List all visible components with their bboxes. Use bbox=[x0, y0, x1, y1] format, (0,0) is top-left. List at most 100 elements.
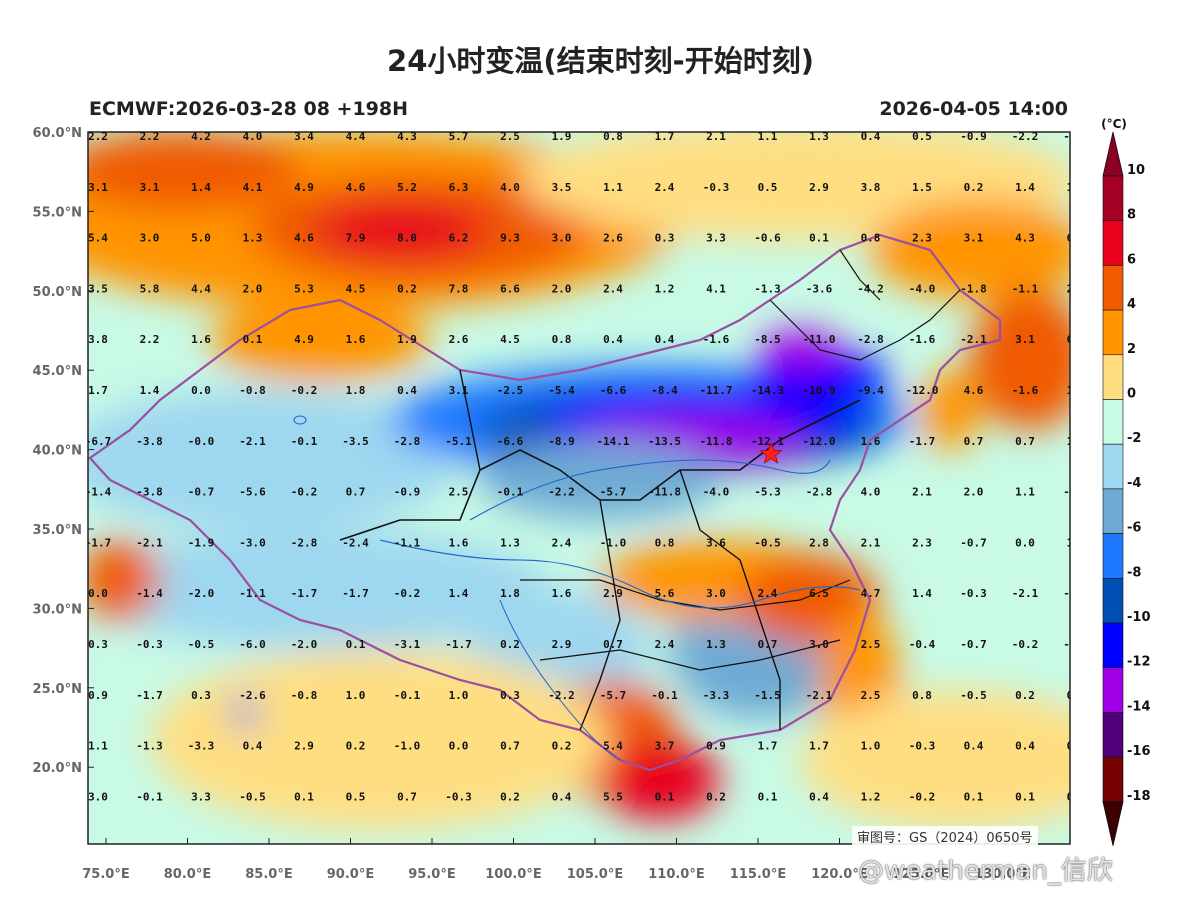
colorbar-top-arrow bbox=[1102, 131, 1124, 177]
grid-value: 4.6 bbox=[294, 232, 314, 245]
grid-value: -1.6 bbox=[1063, 130, 1090, 143]
grid-value: -8.4 bbox=[651, 384, 678, 397]
grid-value: 3.1 bbox=[88, 181, 108, 194]
grid-value: 0.2 bbox=[346, 740, 366, 753]
grid-value: -8.9 bbox=[548, 435, 575, 448]
grid-value: -0.3 bbox=[909, 740, 936, 753]
grid-value: 1.1 bbox=[1067, 181, 1087, 194]
grid-value: -5.3 bbox=[754, 486, 781, 499]
page-title: 24小时变温(结束时刻-开始时刻) bbox=[387, 44, 814, 78]
grid-value: 4.0 bbox=[243, 130, 263, 143]
grid-value: -0.1 bbox=[394, 689, 421, 702]
grid-value: 1.6 bbox=[449, 536, 469, 549]
grid-value: -14.1 bbox=[596, 435, 629, 448]
grid-value: 0.7 bbox=[1015, 435, 1035, 448]
grid-value: -2.8 bbox=[394, 435, 421, 448]
grid-value: 1.7 bbox=[758, 740, 778, 753]
colorbar-segment bbox=[1102, 399, 1124, 445]
grid-value: -12.0 bbox=[905, 384, 938, 397]
grid-value: 2.6 bbox=[449, 333, 469, 346]
grid-value: -0.6 bbox=[754, 232, 781, 245]
grid-value: 3.5 bbox=[88, 282, 108, 295]
lon-label: 115.0°E bbox=[730, 867, 787, 882]
grid-value: 2.4 bbox=[655, 638, 675, 651]
grid-value: 1.2 bbox=[861, 790, 881, 803]
grid-value: 3.3 bbox=[706, 232, 726, 245]
grid-value: 0.1 bbox=[655, 790, 675, 803]
grid-value: 3.1 bbox=[1015, 333, 1035, 346]
grid-value: 2.4 bbox=[603, 282, 623, 295]
grid-value: -2.8 bbox=[806, 486, 833, 499]
grid-value: 1.4 bbox=[191, 181, 211, 194]
grid-value: -0.2 bbox=[1063, 638, 1090, 651]
grid-value: -0.5 bbox=[188, 638, 215, 651]
grid-value: 0.7 bbox=[603, 638, 623, 651]
grid-value: 0.1 bbox=[243, 333, 263, 346]
grid-value: 1.4 bbox=[1067, 384, 1087, 397]
grid-value: 0.2 bbox=[1067, 790, 1087, 803]
grid-value: 5.0 bbox=[191, 232, 211, 245]
grid-value: -1.1 bbox=[239, 587, 266, 600]
grid-value: -0.7 bbox=[188, 486, 215, 499]
grid-value: 3.0 bbox=[706, 587, 726, 600]
grid-value: -6.6 bbox=[600, 384, 627, 397]
grid-value: -11.7 bbox=[699, 384, 732, 397]
grid-value: 1.1 bbox=[758, 130, 778, 143]
grid-value: 1.6 bbox=[346, 333, 366, 346]
grid-value: -5.7 bbox=[600, 689, 627, 702]
grid-value: 0.4 bbox=[243, 740, 263, 753]
lon-label: 130.0°E bbox=[974, 867, 1031, 882]
grid-value: -5.4 bbox=[548, 384, 575, 397]
colorbar-segment bbox=[1102, 309, 1124, 356]
lon-label: 125.0°E bbox=[893, 867, 950, 882]
grid-value: -2.1 bbox=[1012, 587, 1039, 600]
grid-value: -11.8 bbox=[699, 435, 732, 448]
grid-value: 5.5 bbox=[603, 790, 623, 803]
grid-value: -3.3 bbox=[703, 689, 730, 702]
grid-value: -0.3 bbox=[703, 181, 730, 194]
grid-value: 0.8 bbox=[603, 130, 623, 143]
model-run-label: ECMWF:2026-03-28 08 +198H bbox=[89, 98, 409, 120]
grid-value: 1.6 bbox=[191, 333, 211, 346]
grid-value: -0.3 bbox=[960, 587, 987, 600]
grid-value: 3.0 bbox=[552, 232, 572, 245]
grid-value: 1.6 bbox=[552, 587, 572, 600]
grid-value: 0.4 bbox=[809, 790, 829, 803]
grid-value: -2.4 bbox=[342, 536, 369, 549]
grid-value: -6.6 bbox=[497, 435, 524, 448]
grid-value: 1.3 bbox=[809, 130, 829, 143]
grid-value: 2.2 bbox=[140, 333, 160, 346]
grid-value: 0.8 bbox=[861, 232, 881, 245]
grid-value: 0.2 bbox=[500, 638, 520, 651]
lon-label: 105.0°E bbox=[567, 867, 624, 882]
grid-value: 0.4 bbox=[603, 333, 623, 346]
lon-label: 95.0°E bbox=[408, 867, 455, 882]
grid-value: 1.0 bbox=[449, 689, 469, 702]
lat-label: 25.0°N bbox=[33, 682, 82, 697]
grid-value: -0.1 bbox=[651, 689, 678, 702]
grid-value: 7.9 bbox=[346, 232, 366, 245]
grid-value: 4.0 bbox=[861, 486, 881, 499]
grid-value: 2.2 bbox=[88, 130, 108, 143]
grid-value: 0.5 bbox=[346, 790, 366, 803]
grid-value: -1.4 bbox=[85, 486, 112, 499]
colorbar-segment bbox=[1102, 175, 1124, 222]
grid-value: 4.1 bbox=[706, 282, 726, 295]
colorbar: (°C) 10 8 6 4 2 0 -2 -4 -6 -8 -10 -12 -14 -16 -18 bbox=[1101, 117, 1151, 846]
grid-value: -2.1 bbox=[806, 689, 833, 702]
colorbar-segment bbox=[1102, 443, 1124, 490]
grid-value: 3.0 bbox=[140, 232, 160, 245]
grid-value: 1.9 bbox=[552, 130, 572, 143]
grid-value: -12.1 bbox=[751, 435, 784, 448]
grid-value: 1.8 bbox=[346, 384, 366, 397]
grid-value: 2.1 bbox=[1067, 282, 1087, 295]
grid-value: 3.6 bbox=[706, 536, 726, 549]
grid-value: -3.8 bbox=[136, 486, 163, 499]
grid-value: -5.6 bbox=[239, 486, 266, 499]
grid-value: 8.0 bbox=[397, 232, 417, 245]
grid-value: 5.7 bbox=[449, 130, 469, 143]
grid-value: -11.8 bbox=[648, 486, 681, 499]
grid-value: 4.9 bbox=[294, 333, 314, 346]
grid-value: 0.1 bbox=[1015, 790, 1035, 803]
colorbar-segment bbox=[1102, 756, 1124, 803]
